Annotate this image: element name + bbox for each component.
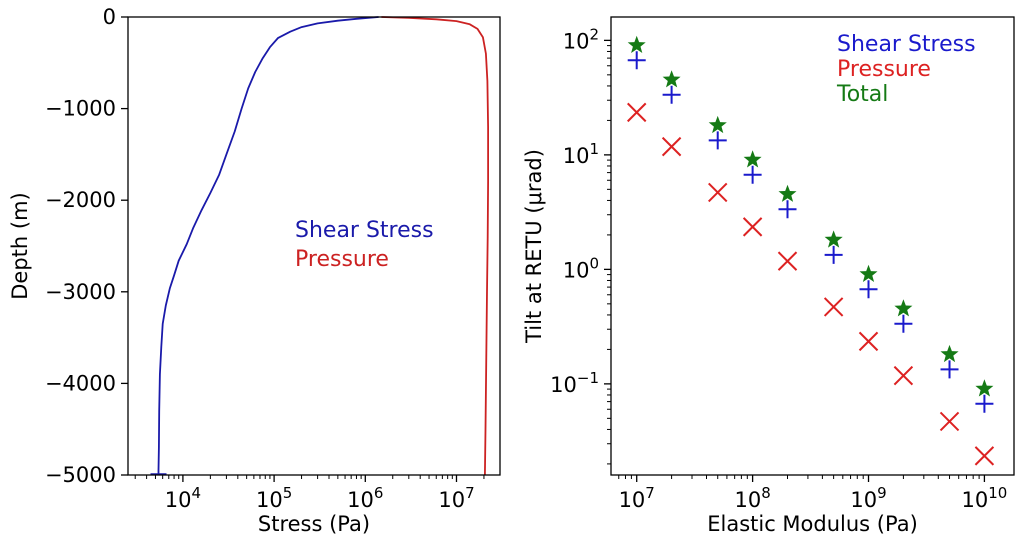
y-tick-label: −5000 [45,463,116,487]
plus-marker [627,51,646,70]
y-tick-label: 102 [563,25,599,53]
x-tick-label: 1010 [961,484,1007,512]
plot-frame [127,16,501,476]
x-marker [777,251,798,271]
legend-label: Total [836,82,888,107]
x-tick-label: 107 [619,484,655,512]
legend-label: Pressure [295,247,389,272]
x-marker [823,297,844,317]
y-tick-label: 0 [103,5,116,29]
star-marker [708,115,727,134]
x-marker [858,331,879,352]
legend-label: Shear Stress [837,32,976,57]
star-marker [627,35,646,53]
y-tick-label: −1000 [45,97,116,121]
star-marker [778,184,797,202]
x-marker [974,446,995,466]
star-marker [940,344,959,363]
y-tick-label: 101 [563,140,599,168]
y-tick-label: −3000 [45,280,116,304]
shear-stress-line [157,16,379,475]
y-axis-label: Depth (m) [8,192,32,299]
star-marker [894,299,913,317]
star-marker [662,70,681,88]
legend-label: Shear Stress [295,218,434,243]
plus-marker [743,165,762,184]
y-tick-label: 100 [563,254,599,282]
plus-marker [975,394,994,413]
star-marker [824,230,843,248]
x-marker [661,136,682,157]
x-marker [939,411,960,432]
plus-marker [894,314,913,333]
plus-marker [778,200,797,219]
plus-marker [824,245,843,264]
x-tick-label: 109 [850,484,886,512]
legend-label: Pressure [837,57,931,82]
tilt-modulus-chart: 107 108 109 1010 10−1 100 101 102 Shear StressPr… [522,16,1015,536]
shear-stress-series [627,51,994,413]
x-axis-label: Stress (Pa) [258,512,370,536]
total-series [627,35,994,397]
x-tick-label: 105 [256,484,292,512]
plus-marker [662,85,681,104]
y-axis-label: Tilt at RETU (μrad) [522,149,546,344]
star-marker [859,264,878,282]
x-marker [742,217,763,237]
x-tick-label: 107 [438,484,474,512]
x-axis-label: Elastic Modulus (Pa) [707,512,918,536]
star-marker [743,150,762,168]
x-tick-label: 104 [165,484,201,512]
plot-frame [610,16,1015,476]
plus-marker [859,280,878,299]
y-tick-label: −4000 [45,371,116,395]
x-tick-label: 108 [734,484,770,512]
stress-depth-chart: 104 105 106 107 0 −1000 −2000 −3000 −4000 −5000 Sh… [8,5,501,536]
x-tick-label: 106 [347,484,383,512]
legend: Shear Stress Pressure [295,218,434,272]
x-marker [627,102,647,123]
x-marker [708,182,728,203]
y-tick-label: −2000 [45,188,116,212]
plus-marker [708,131,727,150]
y-tick-label: 10−1 [550,369,599,397]
plus-marker [940,360,959,379]
pressure-line [381,16,490,476]
pressure-series [627,102,995,466]
star-marker [975,379,994,397]
x-marker [893,365,914,386]
